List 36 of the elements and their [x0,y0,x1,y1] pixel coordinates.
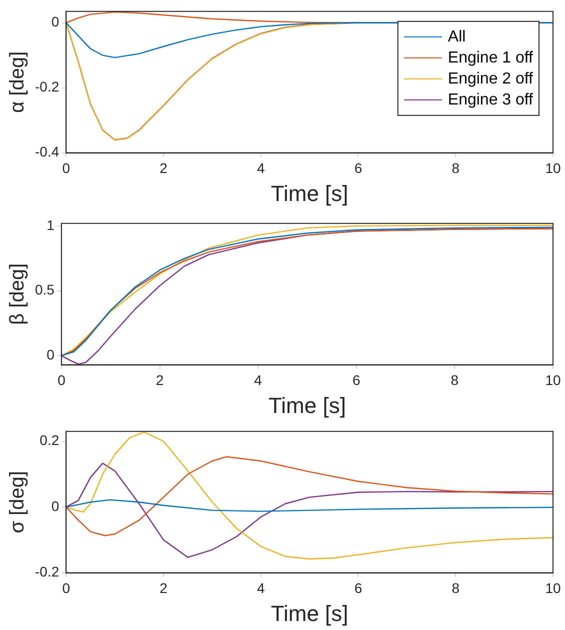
x-tick-label: 4 [254,372,262,388]
legend-label: Engine 3 off [448,91,534,108]
legend-label: All [448,28,466,46]
x-tick-label: 10 [545,580,561,596]
x-tick-label: 8 [450,372,459,388]
x-tick-label: 2 [160,580,168,596]
y-axis-title: α [deg] [6,51,29,113]
x-tick-label: 0 [62,160,70,176]
legend-label: Engine 2 off [448,70,534,88]
x-tick-label: 4 [256,580,265,596]
x-tick-label: 10 [545,372,561,388]
legend-label: Engine 1 off [448,49,534,66]
y-tick-label: -0.4 [35,144,60,160]
x-axis-title: Time [s] [268,392,346,418]
x-tick-label: 6 [352,372,360,388]
y-tick-label: 1 [46,216,55,233]
y-tick-label: 0 [46,346,55,363]
x-tick-label: 2 [156,372,164,388]
y-tick-label: 0 [51,14,60,30]
y-tick-label: -0.2 [35,564,60,580]
x-tick-label: 0 [62,580,70,596]
x-tick-label: 6 [354,580,362,596]
y-tick-label: 0.2 [40,432,60,448]
y-tick-label: -0.2 [35,78,60,95]
y-tick-label: 0.5 [34,282,55,298]
x-tick-label: 10 [545,160,561,176]
x-axis-title: Time [s] [270,180,348,206]
x-tick-label: 8 [452,580,460,596]
x-tick-label: 4 [256,160,265,176]
x-tick-label: 8 [452,160,460,176]
x-tick-label: 6 [354,160,362,176]
y-tick-label: 0 [51,498,60,514]
x-axis-title: Time [s] [270,600,348,626]
y-axis-title: β [deg] [6,263,29,325]
y-axis-title: σ [deg] [6,470,29,534]
x-tick-label: 2 [160,160,168,176]
